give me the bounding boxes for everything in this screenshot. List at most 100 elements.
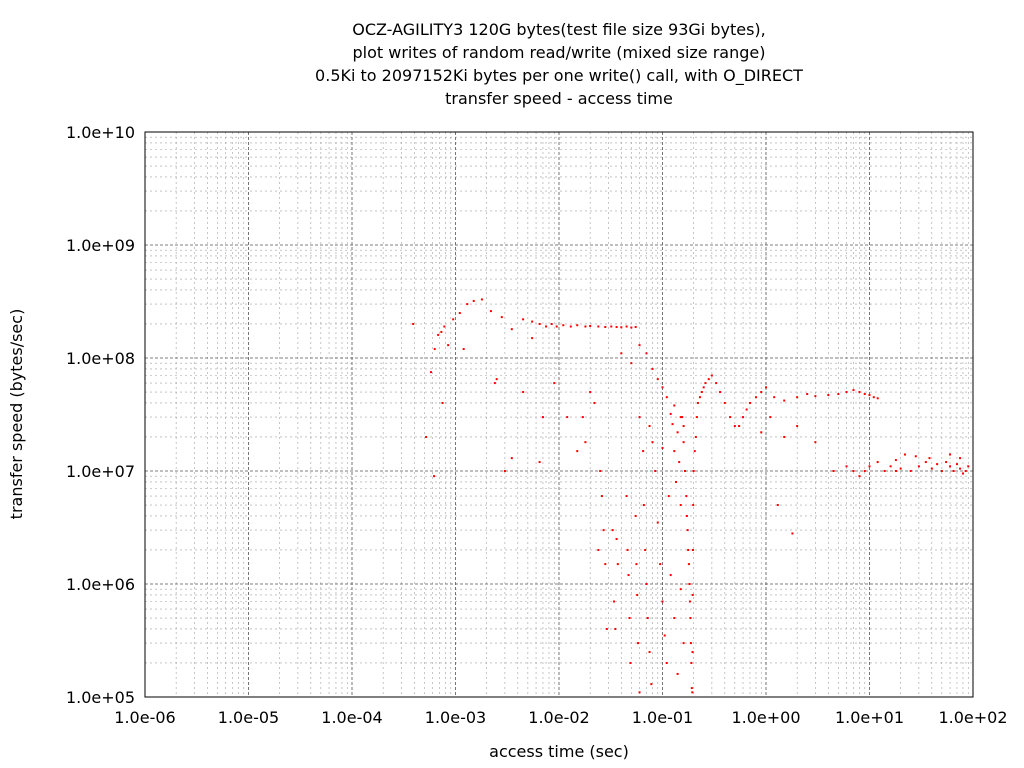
- data-point: [682, 425, 685, 428]
- data-point: [620, 326, 623, 329]
- data-point: [629, 661, 632, 664]
- data-point: [959, 467, 962, 470]
- data-point: [665, 661, 668, 664]
- data-point: [769, 416, 772, 419]
- data-point: [695, 416, 698, 419]
- data-point: [894, 470, 897, 472]
- data-point: [710, 374, 713, 377]
- data-point: [661, 386, 664, 389]
- data-point: [437, 333, 440, 336]
- data-point: [868, 394, 871, 397]
- x-tick-label: 1.0e+00: [731, 708, 800, 727]
- data-point: [949, 453, 952, 456]
- data-point: [702, 386, 705, 389]
- data-point: [698, 396, 701, 399]
- data-point: [754, 396, 757, 399]
- data-point: [688, 583, 691, 585]
- data-point: [628, 617, 631, 620]
- data-point: [827, 394, 830, 397]
- data-point: [425, 435, 428, 438]
- data-point: [883, 470, 886, 472]
- data-point: [589, 324, 592, 327]
- data-point: [936, 463, 939, 466]
- data-point: [679, 416, 682, 419]
- data-point: [620, 352, 623, 355]
- data-point: [576, 324, 579, 327]
- data-point: [791, 532, 794, 535]
- data-point: [691, 651, 694, 654]
- data-point: [510, 328, 513, 331]
- data-point: [661, 446, 664, 449]
- y-tick-label: 1.0e+07: [66, 462, 135, 481]
- data-point: [645, 352, 648, 355]
- data-point: [674, 480, 677, 483]
- data-point: [625, 495, 628, 498]
- data-point: [611, 529, 614, 532]
- data-point: [553, 382, 556, 385]
- data-point: [589, 391, 592, 394]
- data-point: [661, 600, 664, 603]
- data-point: [945, 461, 948, 464]
- data-point: [648, 651, 651, 654]
- data-point: [852, 389, 855, 392]
- data-point: [715, 382, 718, 385]
- x-tick-label: 1.0e-06: [114, 708, 175, 727]
- chart-title-line-4: transfer speed - access time: [445, 89, 673, 108]
- data-point: [845, 391, 848, 394]
- data-point: [522, 318, 525, 321]
- data-point: [538, 461, 541, 464]
- x-tick-label: 1.0e-05: [218, 708, 279, 727]
- y-axis-label: transfer speed (bytes/sec): [7, 309, 26, 520]
- data-point: [659, 563, 662, 566]
- data-point: [648, 425, 651, 428]
- data-point: [692, 504, 695, 507]
- data-point: [765, 386, 767, 389]
- data-point: [742, 416, 745, 419]
- data-point: [863, 470, 866, 472]
- data-point: [452, 318, 455, 321]
- data-point: [669, 412, 672, 415]
- x-tick-label: 1.0e+02: [938, 708, 1007, 727]
- data-point: [602, 529, 605, 532]
- data-point: [584, 325, 587, 328]
- data-point: [645, 583, 648, 585]
- data-point: [687, 563, 690, 566]
- data-point: [600, 495, 603, 498]
- data-point: [964, 470, 967, 472]
- data-point: [676, 431, 679, 434]
- data-point: [593, 401, 596, 404]
- data-point: [430, 371, 433, 374]
- x-tick-label: 1.0e-02: [528, 708, 589, 727]
- data-point: [806, 393, 809, 396]
- data-point: [635, 563, 638, 566]
- data-point: [638, 416, 641, 419]
- data-point: [903, 453, 906, 456]
- data-point: [681, 416, 684, 419]
- data-point: [858, 391, 861, 394]
- grid-major: [144, 131, 974, 698]
- data-point: [443, 325, 446, 328]
- data-point: [500, 316, 503, 319]
- y-tick-label: 1.0e+08: [66, 349, 135, 368]
- data-point: [700, 391, 703, 394]
- data-point: [462, 348, 465, 351]
- data-point: [489, 310, 492, 313]
- data-point: [684, 470, 687, 472]
- data-point: [952, 470, 955, 472]
- data-point: [693, 450, 696, 453]
- data-point: [503, 470, 506, 472]
- data-point: [894, 459, 897, 462]
- data-point: [576, 450, 579, 453]
- data-point: [928, 457, 931, 460]
- data-point: [685, 514, 688, 517]
- data-point: [685, 495, 688, 498]
- data-point: [748, 401, 751, 404]
- data-point: [673, 450, 676, 453]
- data-point: [863, 393, 866, 396]
- data-point: [541, 416, 544, 419]
- x-tick-label: 1.0e-03: [425, 708, 486, 727]
- data-point: [783, 399, 786, 402]
- data-point: [597, 548, 600, 551]
- data-point: [686, 529, 689, 532]
- data-point: [814, 395, 817, 398]
